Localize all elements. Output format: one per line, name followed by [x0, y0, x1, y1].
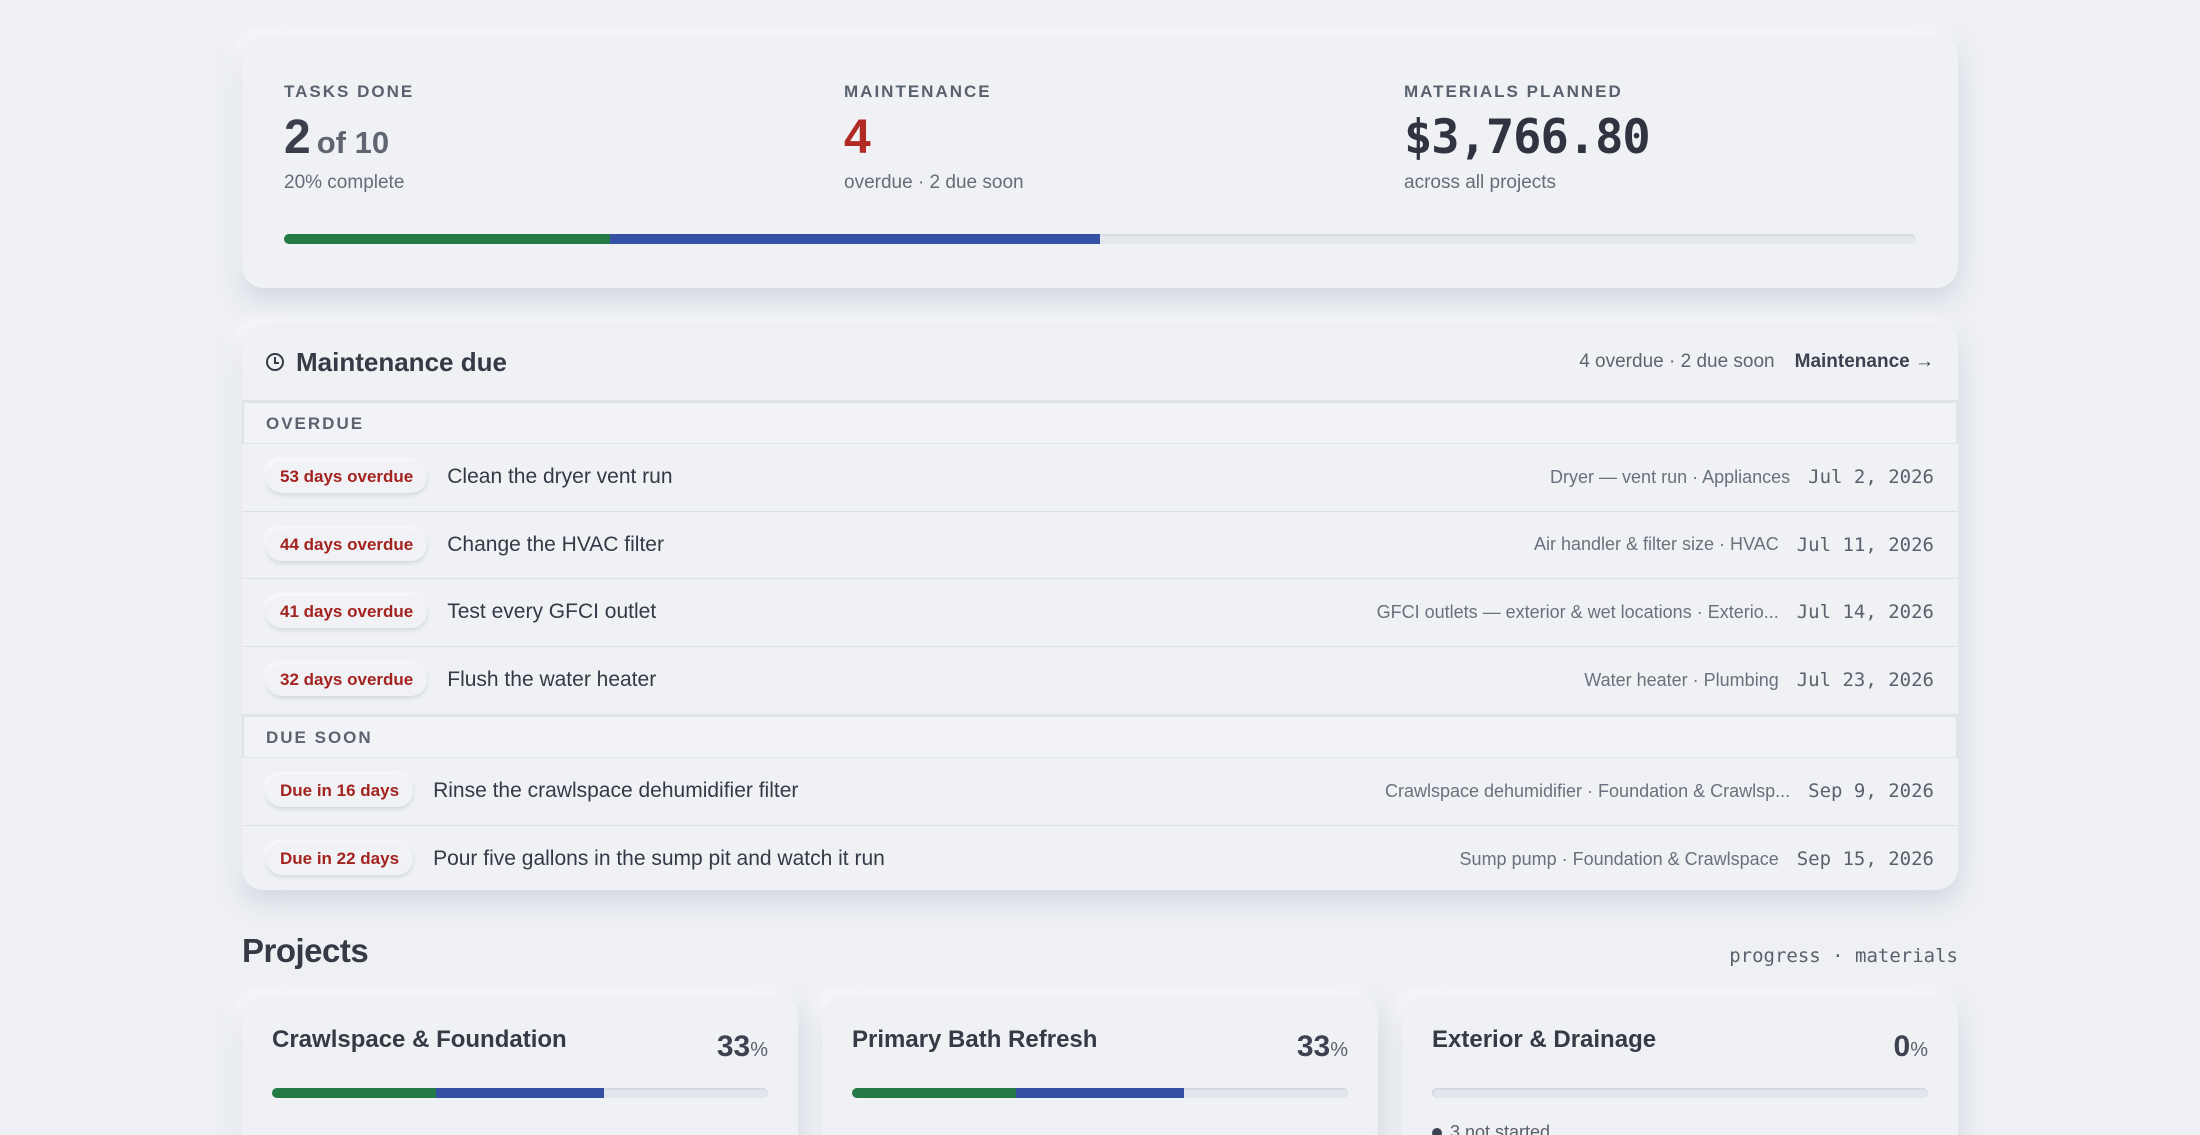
- projects-header: Projects progress · materials: [242, 932, 1958, 970]
- task-meta: Water heater · Plumbing: [1584, 669, 1779, 690]
- task-name: Pour five gallons in the sump pit and wa…: [433, 847, 885, 871]
- status-dot-icon: [1432, 1127, 1442, 1135]
- maintenance-link[interactable]: Maintenance →: [1794, 351, 1934, 372]
- project-card[interactable]: Crawlspace & Foundation 33%: [242, 996, 798, 1135]
- maintenance-sub: overdue · 2 due soon: [844, 172, 1024, 193]
- project-name: Exterior & Drainage: [1432, 1026, 1657, 1053]
- project-progress-bar: [852, 1088, 1348, 1098]
- task-date: Jul 2, 2026: [1808, 466, 1934, 489]
- task-date: Jul 14, 2026: [1796, 601, 1934, 624]
- project-status: 3 not started: [1450, 1122, 1551, 1135]
- overdue-badge: 44 days overdue: [266, 528, 428, 561]
- task-name: Clean the dryer vent run: [447, 465, 673, 489]
- task-date: Sep 15, 2026: [1796, 848, 1934, 871]
- maintenance-header: Maintenance due 4 overdue · 2 due soon M…: [242, 324, 1958, 400]
- tasks-done-value: 2: [284, 111, 311, 164]
- task-meta: Crawlspace dehumidifier · Foundation & C…: [1384, 780, 1791, 801]
- project-percent: 33: [716, 1030, 751, 1063]
- project-progress-bar: [1432, 1088, 1928, 1098]
- projects-title: Projects: [242, 932, 369, 969]
- dashboard: TASKS DONE 2 of 10 20% complete MAINTENAN…: [242, 36, 1958, 1135]
- percent-symbol: %: [1910, 1039, 1928, 1061]
- due-soon-badge: Due in 22 days: [266, 843, 414, 876]
- task-name: Flush the water heater: [447, 668, 657, 692]
- project-card[interactable]: Exterior & Drainage 0% 3 not started: [1402, 996, 1958, 1135]
- maintenance-row[interactable]: Due in 16 days Rinse the crawlspace dehu…: [242, 758, 1958, 826]
- materials-stat: MATERIALS PLANNED $3,766.80 across all p…: [1404, 82, 1651, 194]
- maintenance-row[interactable]: 53 days overdue Clean the dryer vent run…: [242, 444, 1958, 512]
- progress-in-progress-segment: [610, 234, 1100, 244]
- percent-symbol: %: [1330, 1039, 1348, 1061]
- maintenance-summary: 4 overdue · 2 due soon: [1579, 351, 1775, 372]
- progress-in-progress-segment: [1015, 1088, 1185, 1098]
- clock-icon: [266, 353, 284, 371]
- progress-done-segment: [272, 1088, 436, 1098]
- projects-legend: progress · materials: [1729, 945, 1958, 967]
- project-card[interactable]: Primary Bath Refresh 33%: [822, 996, 1378, 1135]
- progress-done-segment: [284, 234, 611, 244]
- materials-sub: across all projects: [1404, 172, 1557, 193]
- materials-value: $3,766.80: [1404, 110, 1651, 165]
- tasks-done-sub: 20% complete: [284, 172, 405, 193]
- progress-done-segment: [852, 1088, 1016, 1098]
- overdue-badge: 53 days overdue: [266, 461, 428, 494]
- task-date: Jul 11, 2026: [1796, 533, 1934, 556]
- due-soon-badge: Due in 16 days: [266, 775, 414, 808]
- overall-progress-bar: [284, 234, 1916, 244]
- task-date: Sep 9, 2026: [1808, 780, 1934, 803]
- project-name: Primary Bath Refresh: [852, 1026, 1098, 1053]
- project-percent: 33: [1296, 1030, 1331, 1063]
- project-progress-bar: [272, 1088, 768, 1098]
- overdue-badge: 32 days overdue: [266, 664, 428, 697]
- overdue-badge: 41 days overdue: [266, 596, 428, 629]
- maintenance-row[interactable]: 44 days overdue Change the HVAC filter A…: [242, 512, 1958, 579]
- task-meta: GFCI outlets — exterior & wet locations …: [1376, 601, 1779, 622]
- task-name: Rinse the crawlspace dehumidifier filter: [433, 779, 799, 803]
- progress-in-progress-segment: [435, 1088, 605, 1098]
- due-soon-section-label: DUE SOON: [242, 714, 1958, 758]
- maintenance-value: 4: [844, 111, 871, 164]
- task-date: Jul 23, 2026: [1796, 669, 1934, 692]
- maintenance-row[interactable]: 32 days overdue Flush the water heater W…: [242, 647, 1958, 715]
- tasks-done-label: TASKS DONE: [284, 82, 415, 101]
- maintenance-stat: MAINTENANCE 4 overdue · 2 due soon: [844, 82, 1024, 194]
- materials-label: MATERIALS PLANNED: [1404, 82, 1623, 101]
- maintenance-label: MAINTENANCE: [844, 82, 992, 101]
- task-name: Test every GFCI outlet: [447, 600, 657, 624]
- maintenance-card: Maintenance due 4 overdue · 2 due soon M…: [242, 324, 1958, 890]
- task-meta: Sump pump · Foundation & Crawlspace: [1459, 848, 1779, 869]
- percent-symbol: %: [750, 1039, 768, 1061]
- maintenance-title: Maintenance due: [296, 346, 507, 377]
- tasks-done-stat: TASKS DONE 2 of 10 20% complete: [284, 82, 414, 194]
- task-meta: Air handler & filter size · HVAC: [1533, 534, 1779, 555]
- overdue-list: 53 days overdue Clean the dryer vent run…: [242, 444, 1958, 714]
- tasks-total: of 10: [316, 125, 390, 160]
- summary-card: TASKS DONE 2 of 10 20% complete MAINTENAN…: [242, 36, 1958, 288]
- due-soon-list: Due in 16 days Rinse the crawlspace dehu…: [242, 758, 1958, 890]
- project-name: Crawlspace & Foundation: [272, 1026, 567, 1053]
- projects-grid: Crawlspace & Foundation 33% Primary Bath…: [242, 996, 1958, 1135]
- overdue-section-label: OVERDUE: [242, 400, 1958, 444]
- task-meta: Dryer — vent run · Appliances: [1550, 466, 1791, 487]
- maintenance-row[interactable]: Due in 22 days Pour five gallons in the …: [242, 826, 1958, 891]
- task-name: Change the HVAC filter: [447, 532, 664, 556]
- project-percent: 0: [1893, 1030, 1911, 1063]
- maintenance-row[interactable]: 41 days overdue Test every GFCI outlet G…: [242, 579, 1958, 647]
